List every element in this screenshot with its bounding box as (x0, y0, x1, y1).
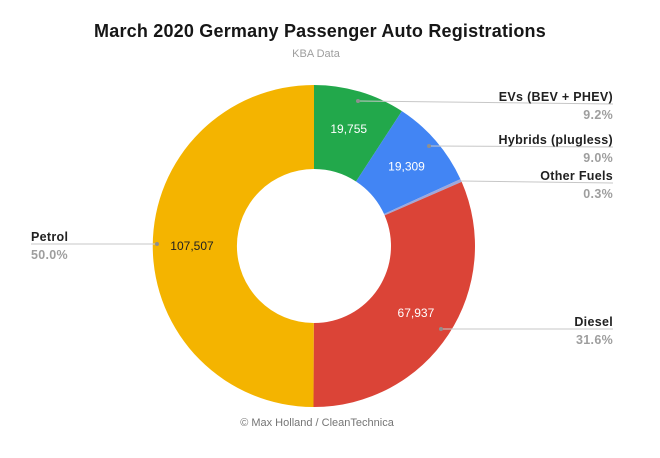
callout-diesel-label: Diesel (574, 315, 613, 329)
callout-diesel-percent: 31.6% (576, 333, 613, 347)
leader-dot-evs (356, 99, 360, 103)
callout-other-fuels-label: Other Fuels (540, 169, 613, 183)
slice-other[interactable] (384, 179, 462, 216)
chart-title: March 2020 Germany Passenger Auto Regist… (94, 21, 546, 41)
leader-line-other (460, 180, 614, 184)
leader-line-hybrids (428, 145, 614, 148)
chart-subtitle: KBA Data (292, 48, 340, 60)
slice-value-petrol: 107,507 (170, 239, 214, 253)
callout-evs-percent: 9.2% (583, 108, 613, 122)
slice-evs[interactable] (314, 85, 402, 182)
leader-dot-diesel (439, 327, 443, 331)
slice-diesel[interactable] (313, 181, 475, 408)
slice-value-evs: 19,755 (330, 122, 367, 136)
slice-value-diesel: 67,937 (398, 306, 435, 320)
callout-hybrids: Hybrids (plugless) 9.0% (499, 133, 613, 165)
slice-value-hybrids: 19,309 (388, 159, 425, 173)
callout-evs: EVs (BEV + PHEV) 9.2% (499, 90, 613, 122)
callout-evs-label: EVs (BEV + PHEV) (498, 90, 613, 104)
callout-other-fuels: Other Fuels 0.3% (540, 169, 613, 201)
callout-petrol: Petrol 50.0% (31, 230, 68, 262)
leader-dot-hybrids (427, 144, 431, 148)
callout-petrol-percent: 50.0% (31, 248, 68, 262)
slice-petrol[interactable] (152, 84, 314, 407)
leader-line-evs (357, 100, 614, 105)
callout-hybrids-label: Hybrids (plugless) (498, 133, 613, 147)
slice-hybrids[interactable] (356, 111, 461, 215)
chart-credit: © Max Holland / CleanTechnica (240, 417, 394, 429)
callout-diesel: Diesel 31.6% (574, 315, 613, 347)
leader-dot-petrol (155, 242, 159, 246)
callout-hybrids-percent: 9.0% (583, 151, 613, 165)
callout-other-fuels-percent: 0.3% (583, 187, 613, 201)
callout-petrol-label: Petrol (31, 230, 69, 244)
